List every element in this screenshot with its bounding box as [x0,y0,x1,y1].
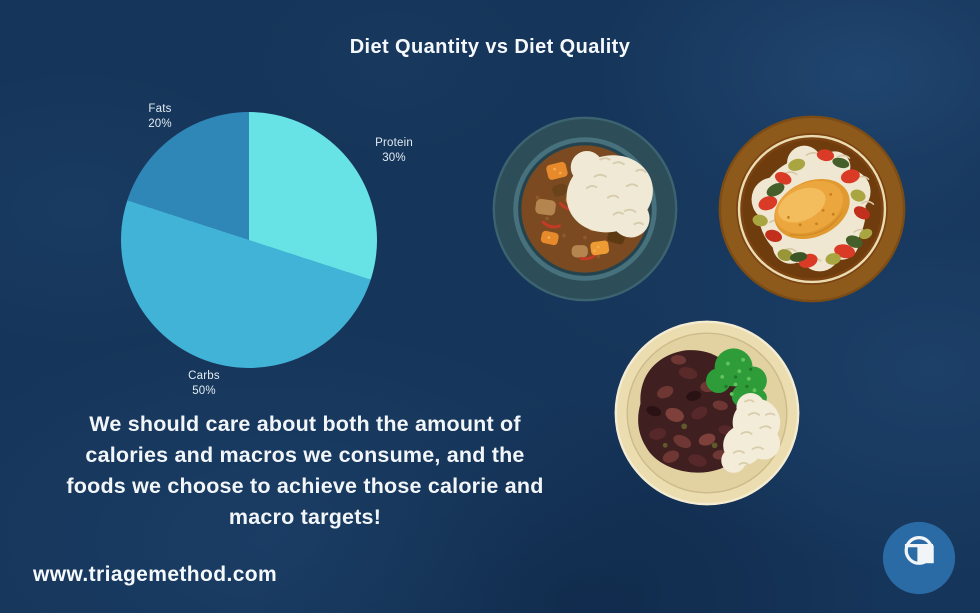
pie-label-fats-name: Fats [148,103,172,115]
pie-label-carbs: Carbs 50% [168,369,240,399]
pie-label-fats-pct: 20% [148,118,172,130]
pie-label-protein: Protein 30% [358,136,430,166]
caption-line: macro targets! [228,505,382,529]
website-url: www.triagemethod.com [33,563,278,586]
caption-line: calories and macros we consume, and the [85,443,525,467]
curry-rice-bowl-illustration [492,116,678,302]
caption-line: We should care about both the amount of [89,412,521,436]
pie-label-protein-name: Protein [375,137,413,149]
pie-chart [121,112,377,368]
chicken-rice-plate-illustration [718,115,906,303]
pie-label-carbs-pct: 50% [192,385,216,397]
pie-label-fats: Fats 20% [124,102,196,132]
beans-rice-greens-bowl-illustration [614,320,800,506]
page-title: Diet Quantity vs Diet Quality [349,36,631,58]
triagemethod-logo [882,521,956,595]
caption-line: foods we choose to achieve those calorie… [66,474,544,498]
pie-label-carbs-name: Carbs [188,370,220,382]
caption-text: We should care about both the amount of … [20,409,590,533]
pie-label-protein-pct: 30% [382,152,406,164]
